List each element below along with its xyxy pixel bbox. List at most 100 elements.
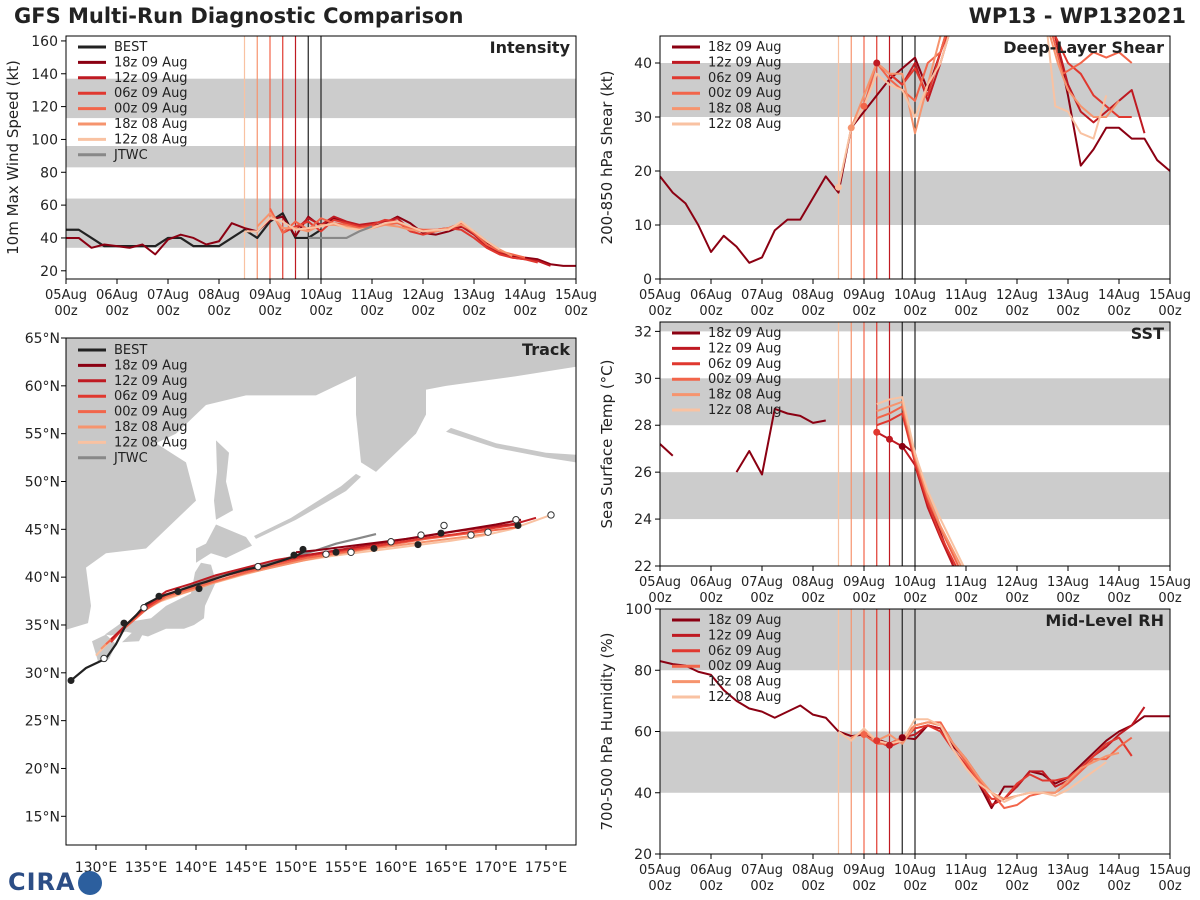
sst-xtick-sublabel-2: 00z (750, 591, 774, 606)
rh-series-group (660, 660, 1170, 810)
kamchatka-shape (356, 376, 426, 472)
sst-xtick-sublabel-0: 00z (648, 591, 672, 606)
track-marker-open-0 (100, 654, 108, 663)
intensity-xtick-label-1: 06Aug (96, 288, 138, 303)
intensity-xtick-sublabel-6: 00z (360, 304, 384, 319)
shear-title: Deep-Layer Shear (1003, 38, 1164, 57)
sst-xtick-sublabel-6: 00z (954, 591, 978, 606)
intensity-series-3 (282, 218, 538, 264)
track-marker-filled-10 (437, 529, 445, 537)
sst-legend-label-4: 18z 08 Aug (708, 388, 782, 403)
shear-xtick-sublabel-2: 00z (750, 304, 774, 319)
shear-ytick-label-3: 30 (634, 110, 652, 126)
rh-ytick-label-3: 80 (634, 663, 652, 679)
intensity-series-0 (66, 212, 322, 248)
track-marker-open-6 (417, 531, 425, 539)
intensity-ytick-label-3: 80 (40, 165, 58, 181)
rh-panel: 2040608010005Aug00z06Aug00z07Aug00z08Aug… (598, 602, 1191, 894)
intensity-legend-label-0: BEST (114, 40, 147, 55)
rh-xtick-label-1: 06Aug (690, 863, 732, 878)
shear-xtick-label-7: 12Aug (996, 288, 1038, 303)
rh-legend-label-1: 12z 09 Aug (708, 628, 782, 643)
sst-title: SST (1131, 324, 1164, 343)
rh-ylabel: 700-500 hPa Humidity (%) (598, 632, 616, 830)
shear-xtick-sublabel-9: 00z (1107, 304, 1131, 319)
shear-series-10 (1049, 36, 1120, 118)
shear-xtick-sublabel-0: 00z (648, 304, 672, 319)
shear-xtick-sublabel-4: 00z (852, 304, 876, 319)
shear-series-group (660, 36, 1170, 264)
intensity-xtick-label-9: 14Aug (504, 288, 546, 303)
honshu-shape (105, 562, 216, 637)
shear-legend-label-4: 18z 08 Aug (708, 102, 782, 117)
shear-legend-label-0: 18z 09 Aug (708, 40, 782, 55)
rh-series-0 (660, 660, 1170, 810)
shear-xtick-sublabel-1: 00z (699, 304, 723, 319)
rh-xtick-label-10: 15Aug (1149, 863, 1191, 878)
intensity-xtick-sublabel-8: 00z (462, 304, 486, 319)
shear-marker-2 (847, 124, 855, 132)
shear-xtick-label-5: 10Aug (894, 288, 936, 303)
intensity-legend-label-5: 18z 08 Aug (114, 117, 188, 132)
sst-xtick-label-9: 14Aug (1098, 575, 1140, 590)
shear-xtick-label-2: 07Aug (741, 288, 783, 303)
figure-title: GFS Multi-Run Diagnostic Comparison (14, 4, 464, 28)
rh-xtick-label-3: 08Aug (792, 863, 834, 878)
rh-xtick-sublabel-2: 00z (750, 879, 774, 894)
rh-marker-3 (898, 734, 906, 742)
intensity-legend-label-4: 00z 09 Aug (114, 102, 188, 117)
rh-ytick-label-4: 100 (625, 602, 652, 618)
sst-panel: 22242628303205Aug00z06Aug00z07Aug00z08Au… (598, 321, 1191, 606)
shear-legend-label-2: 06z 09 Aug (708, 71, 782, 86)
shear-series-1 (1054, 36, 1170, 172)
track-marker-filled-4 (195, 585, 203, 593)
intensity-ytick-label-6: 140 (31, 67, 58, 83)
track-marker-filled-2 (155, 592, 163, 600)
intensity-xtick-label-10: 15Aug (555, 288, 597, 303)
track-ytick-label-1: 20°N (25, 761, 60, 777)
rh-title: Mid-Level RH (1045, 611, 1164, 630)
shear-ytick-label-2: 20 (634, 164, 652, 180)
intensity-xtick-label-3: 08Aug (198, 288, 240, 303)
sst-xtick-label-7: 12Aug (996, 575, 1038, 590)
rh-legend-label-3: 00z 09 Aug (708, 659, 782, 674)
mainland-shape (66, 338, 576, 630)
shear-xtick-sublabel-6: 00z (954, 304, 978, 319)
rh-xtick-sublabel-0: 00z (648, 879, 672, 894)
sst-series-group (660, 396, 965, 566)
rh-xtick-label-7: 12Aug (996, 863, 1038, 878)
sst-ytick-label-5: 32 (634, 324, 652, 340)
rh-xtick-label-5: 10Aug (894, 863, 936, 878)
track-frame (65, 337, 577, 846)
shear-xtick-label-8: 13Aug (1047, 288, 1089, 303)
intensity-series-7 (308, 225, 373, 240)
sst-xtick-sublabel-3: 00z (801, 591, 825, 606)
intensity-xtick-sublabel-3: 00z (207, 304, 231, 319)
track-panel: 130°E 135°E 140°E 145°E 150°E 155°E 160°E 165°E… (25, 331, 577, 876)
sst-series-1 (735, 407, 826, 476)
rh-xtick-sublabel-6: 00z (954, 879, 978, 894)
shear-ylabel: 200-850 hPa Shear (kt) (598, 71, 616, 245)
intensity-ytick-label-1: 40 (40, 231, 58, 247)
rh-xtick-sublabel-1: 00z (699, 879, 723, 894)
rh-xtick-label-2: 07Aug (741, 863, 783, 878)
rh-marker-2 (886, 741, 893, 749)
rh-xtick-sublabel-5: 00z (903, 879, 927, 894)
intensity-legend-label-7: JTWC (113, 148, 148, 163)
sst-ytick-label-1: 24 (634, 512, 652, 528)
sst-legend-label-3: 00z 09 Aug (708, 372, 782, 387)
sst-legend-label-1: 12z 09 Aug (708, 341, 782, 356)
track-xtick-label-4: 150°E (275, 860, 318, 876)
shear-xtick-label-0: 05Aug (639, 288, 681, 303)
track-ytick-label-0: 15°N (25, 809, 60, 825)
intensity-xtick-sublabel-1: 00z (105, 304, 129, 319)
rh-xtick-sublabel-10: 00z (1158, 879, 1182, 894)
intensity-series-4 (269, 207, 526, 259)
rh-marker-1 (873, 737, 881, 745)
track-series-1 (95, 514, 552, 657)
rh-xtick-sublabel-3: 00z (801, 879, 825, 894)
intensity-legend-label-1: 18z 09 Aug (114, 55, 188, 70)
intensity-xtick-label-2: 07Aug (147, 288, 189, 303)
